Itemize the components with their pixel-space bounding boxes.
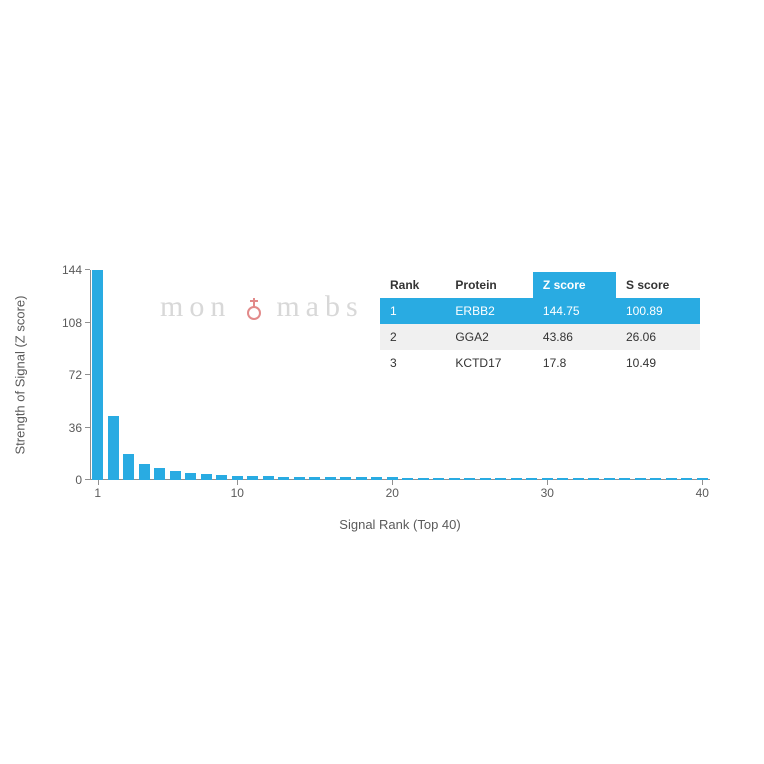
bar — [588, 478, 599, 480]
x-tick-mark — [98, 480, 99, 485]
plot-area: mon mabs RankProteinZ scoreS score 1ERBB… — [90, 270, 710, 480]
bar — [573, 478, 584, 480]
bar — [402, 478, 413, 480]
y-axis-line — [90, 270, 91, 480]
bar — [154, 468, 165, 480]
table-cell: 43.86 — [533, 324, 616, 350]
bar — [340, 477, 351, 480]
y-tick-label: 36 — [69, 421, 90, 435]
bar — [418, 478, 429, 480]
bar — [371, 477, 382, 480]
bar — [449, 478, 460, 480]
y-axis-label: Strength of Signal (Z score) — [13, 296, 28, 455]
bar — [511, 478, 522, 480]
watermark-after: mabs — [276, 290, 363, 323]
table-row: 1ERBB2144.75100.89 — [380, 298, 700, 324]
x-axis-label: Signal Rank (Top 40) — [339, 517, 460, 532]
bar — [309, 477, 320, 480]
table-cell: 2 — [380, 324, 445, 350]
bar — [201, 474, 212, 480]
bar — [139, 464, 150, 480]
table-row: 3KCTD1717.810.49 — [380, 350, 700, 376]
bar — [650, 478, 661, 480]
bar — [433, 478, 444, 480]
protein-table: RankProteinZ scoreS score 1ERBB2144.7510… — [380, 272, 700, 376]
bar — [123, 454, 134, 480]
table-header-cell: Rank — [380, 272, 445, 298]
bar — [278, 477, 289, 481]
signal-rank-figure: Strength of Signal (Z score) mon mabs Ra… — [30, 270, 734, 540]
bar — [464, 478, 475, 480]
table-cell: ERBB2 — [445, 298, 533, 324]
bar — [356, 477, 367, 480]
table-cell: 100.89 — [616, 298, 700, 324]
bar — [92, 270, 103, 480]
bar — [247, 476, 258, 480]
bar — [325, 477, 336, 480]
watermark-before: mon — [160, 290, 231, 323]
y-tick-label: 144 — [62, 263, 90, 277]
watermark: mon mabs — [160, 290, 364, 324]
y-tick-mark — [85, 269, 90, 270]
bar — [681, 478, 692, 480]
table-cell: 26.06 — [616, 324, 700, 350]
y-tick-mark — [85, 479, 90, 480]
bar — [557, 478, 568, 480]
table-cell: 17.8 — [533, 350, 616, 376]
bar — [185, 473, 196, 480]
bar — [294, 477, 305, 480]
x-tick-mark — [547, 480, 548, 485]
x-tick-mark — [702, 480, 703, 485]
table-cell: KCTD17 — [445, 350, 533, 376]
y-tick-mark — [85, 374, 90, 375]
bar — [526, 478, 537, 480]
bar — [480, 478, 491, 480]
table-cell: 3 — [380, 350, 445, 376]
watermark-accent-icon — [231, 292, 276, 325]
bar — [108, 416, 119, 480]
table-header-cell: S score — [616, 272, 700, 298]
bar — [604, 478, 615, 480]
table-cell: 10.49 — [616, 350, 700, 376]
table-cell: GGA2 — [445, 324, 533, 350]
bar — [635, 478, 646, 480]
x-axis-line — [90, 479, 710, 480]
bar — [619, 478, 630, 480]
y-tick-label: 0 — [75, 473, 90, 487]
table-cell: 144.75 — [533, 298, 616, 324]
x-tick-mark — [237, 480, 238, 485]
bar — [495, 478, 506, 480]
table-row: 2GGA243.8626.06 — [380, 324, 700, 350]
y-tick-mark — [85, 427, 90, 428]
y-tick-mark — [85, 322, 90, 323]
table-cell: 1 — [380, 298, 445, 324]
y-tick-label: 108 — [62, 316, 90, 330]
bar — [263, 476, 274, 480]
bar — [216, 475, 227, 480]
table-header-cell: Protein — [445, 272, 533, 298]
x-tick-mark — [392, 480, 393, 485]
table-header-cell: Z score — [533, 272, 616, 298]
y-tick-label: 72 — [69, 368, 90, 382]
table-header-row: RankProteinZ scoreS score — [380, 272, 700, 298]
bar — [170, 471, 181, 480]
bar — [666, 478, 677, 480]
